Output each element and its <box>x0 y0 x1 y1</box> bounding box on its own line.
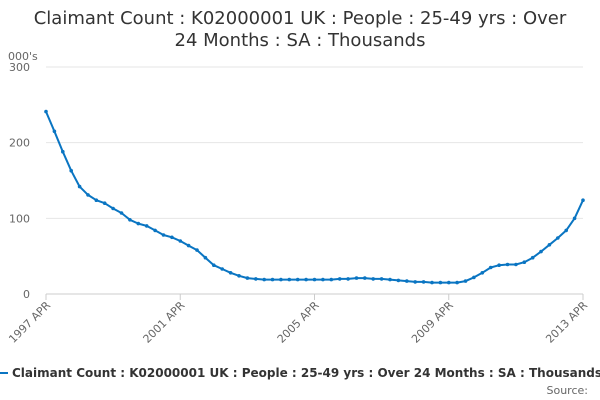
data-point[interactable] <box>77 184 82 189</box>
series-line-0 <box>45 111 584 284</box>
legend-label: Claimant Count : K02000001 UK : People :… <box>12 366 600 380</box>
data-point[interactable] <box>497 263 501 268</box>
data-point[interactable] <box>505 262 510 267</box>
data-point[interactable] <box>438 280 443 285</box>
data-point[interactable] <box>337 277 342 281</box>
x-tick-label-1: 2001 APR <box>140 299 187 346</box>
data-point[interactable] <box>170 235 174 240</box>
data-point[interactable] <box>119 211 124 215</box>
data-point[interactable] <box>572 216 577 221</box>
x-tick-label-2: 2005 APR <box>275 299 322 346</box>
chart-title-line-1: Claimant Count : K02000001 UK : People :… <box>34 8 567 29</box>
y-tick-label-100: 100 <box>9 212 30 225</box>
data-point[interactable] <box>44 109 48 114</box>
data-point[interactable] <box>279 277 283 282</box>
data-point[interactable] <box>270 277 275 282</box>
data-point[interactable] <box>144 224 149 228</box>
data-point[interactable] <box>94 198 99 202</box>
data-point[interactable] <box>371 277 376 281</box>
data-point[interactable] <box>396 278 401 283</box>
data-point[interactable] <box>379 277 384 281</box>
gridlines <box>46 66 583 295</box>
y-axis-label: 000's <box>8 50 38 63</box>
y-tick-label-0: 0 <box>23 288 30 301</box>
data-point[interactable] <box>488 265 493 270</box>
data-point[interactable] <box>522 260 527 265</box>
data-point[interactable] <box>539 249 543 254</box>
legend[interactable]: Claimant Count : K02000001 UK : People :… <box>0 366 600 380</box>
data-point[interactable] <box>254 277 258 281</box>
data-point[interactable] <box>405 279 409 283</box>
y-tick-label-300: 300 <box>9 61 30 74</box>
data-point[interactable] <box>161 233 166 237</box>
data-point[interactable] <box>195 248 199 252</box>
data-point[interactable] <box>472 275 476 280</box>
data-point[interactable] <box>312 277 317 282</box>
data-point[interactable] <box>287 277 292 282</box>
data-point[interactable] <box>61 149 65 154</box>
data-point[interactable] <box>447 280 451 285</box>
data-point[interactable] <box>262 277 267 282</box>
data-point[interactable] <box>69 168 73 173</box>
data-point[interactable] <box>346 277 350 281</box>
source-label: Source: <box>547 384 589 397</box>
data-point[interactable] <box>363 276 367 280</box>
data-point[interactable] <box>388 277 392 282</box>
data-point[interactable] <box>421 280 426 284</box>
data-point[interactable] <box>212 263 216 268</box>
data-point[interactable] <box>245 276 250 280</box>
chart-title-line-2: 24 Months : SA : Thousands <box>175 30 426 51</box>
data-point[interactable] <box>413 280 418 284</box>
data-point[interactable] <box>480 271 485 275</box>
data-point[interactable] <box>86 193 90 197</box>
data-point[interactable] <box>581 198 585 202</box>
series-group <box>44 109 585 285</box>
data-point[interactable] <box>463 279 468 283</box>
data-point[interactable] <box>354 276 359 280</box>
data-point[interactable] <box>203 255 208 260</box>
x-tick-label-0: 1997 APR <box>6 299 53 346</box>
data-point[interactable] <box>547 243 552 247</box>
y-tick-label-200: 200 <box>9 137 30 150</box>
y-tick-labels: 0 100 200 300 <box>9 61 30 301</box>
data-point[interactable] <box>321 277 325 282</box>
data-point[interactable] <box>556 236 560 240</box>
data-point[interactable] <box>128 218 132 222</box>
data-point[interactable] <box>430 280 434 285</box>
data-point[interactable] <box>514 262 518 267</box>
data-point[interactable] <box>52 129 57 134</box>
data-point[interactable] <box>329 277 334 282</box>
data-point[interactable] <box>136 221 141 226</box>
data-point[interactable] <box>178 239 183 243</box>
data-point[interactable] <box>111 206 115 211</box>
data-point[interactable] <box>220 267 224 271</box>
data-point[interactable] <box>295 277 300 282</box>
data-point[interactable] <box>153 228 157 233</box>
data-point[interactable] <box>455 280 459 285</box>
x-axis: 1997 APR 2001 APR 2005 APR 2009 APR 2013 APR <box>6 293 590 346</box>
x-tick-label-4: 2013 APR <box>543 299 590 346</box>
data-point[interactable] <box>530 255 535 260</box>
data-point[interactable] <box>102 201 107 205</box>
data-point[interactable] <box>304 277 308 282</box>
data-point[interactable] <box>186 243 191 248</box>
x-tick-label-3: 2009 APR <box>409 299 456 346</box>
data-point[interactable] <box>564 228 568 233</box>
data-point[interactable] <box>237 274 241 278</box>
data-point[interactable] <box>228 271 233 275</box>
